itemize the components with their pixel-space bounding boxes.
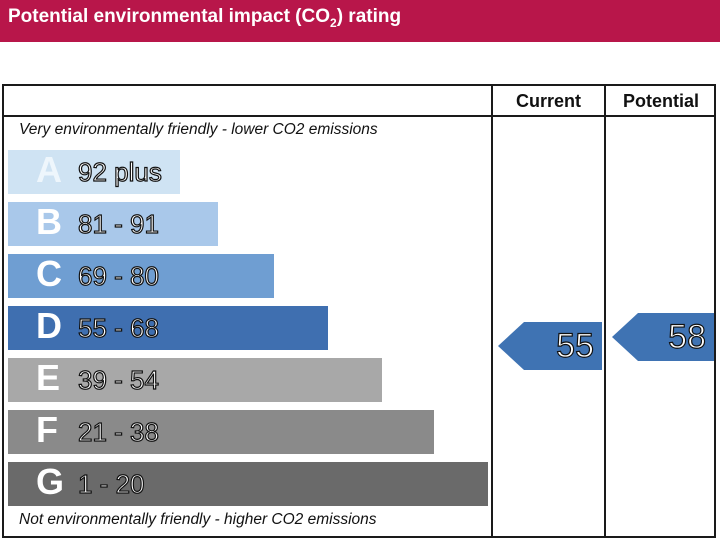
column-header-potential: Potential bbox=[622, 91, 699, 111]
band-range-label: 55 - 68 bbox=[77, 312, 159, 343]
band-range-label: 21 - 38 bbox=[77, 416, 159, 447]
rating-table bbox=[2, 84, 716, 538]
potential-rating-value: 58 bbox=[668, 317, 707, 356]
band-letter: A bbox=[36, 149, 62, 190]
band-letter: E bbox=[36, 357, 61, 398]
band-range-label: 81 - 91 bbox=[77, 208, 159, 239]
note-top: Very environmentally friendly - lower CO… bbox=[19, 121, 378, 138]
band-range-label: 39 - 54 bbox=[77, 364, 159, 395]
band-letter: F bbox=[36, 409, 58, 450]
note-bottom: Not environmentally friendly - higher CO… bbox=[19, 511, 377, 528]
title-banner: Potential environmental impact (CO2) rat… bbox=[0, 0, 720, 42]
current-rating-value: 55 bbox=[556, 326, 595, 365]
header-divider bbox=[2, 115, 716, 117]
band-letter: C bbox=[36, 253, 62, 294]
band-range-label: 69 - 80 bbox=[77, 260, 159, 291]
band-b: B 81 - 91 bbox=[8, 201, 218, 246]
column-header-current: Current bbox=[515, 91, 581, 111]
band-g: G 1 - 20 bbox=[8, 461, 488, 506]
band-letter: G bbox=[36, 461, 65, 502]
band-letter: D bbox=[36, 305, 62, 346]
band-d: D 55 - 68 bbox=[8, 305, 328, 350]
band-a: A 92 plus bbox=[8, 149, 180, 194]
band-range-label: 1 - 20 bbox=[77, 468, 145, 499]
band-f: F 21 - 38 bbox=[8, 409, 434, 454]
band-e: E 39 - 54 bbox=[8, 357, 382, 402]
band-c: C 69 - 80 bbox=[8, 253, 274, 298]
band-range-label: 92 plus bbox=[77, 156, 162, 187]
divider-potential bbox=[604, 84, 606, 538]
divider-current bbox=[491, 84, 493, 538]
band-letter: B bbox=[36, 201, 62, 242]
chart-title: Potential environmental impact (CO2) rat… bbox=[8, 6, 402, 30]
